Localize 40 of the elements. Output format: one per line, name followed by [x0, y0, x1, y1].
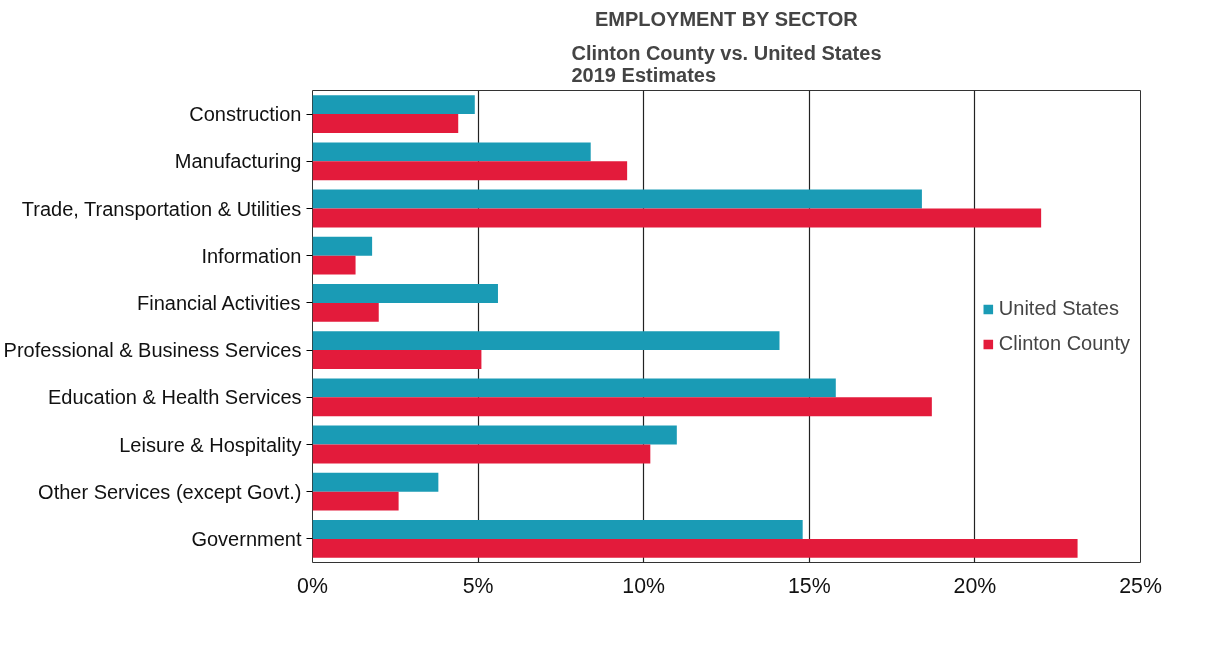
y-tick-label: Financial Activities [137, 291, 301, 314]
bar [312, 378, 836, 398]
bar [312, 538, 1078, 558]
bar [312, 284, 498, 303]
legend-label: United States [998, 297, 1119, 320]
bar [312, 189, 922, 209]
bar [312, 161, 628, 181]
y-tick-label: Professional & Business Services [3, 339, 302, 362]
x-tick-label: 0% [297, 573, 328, 598]
x-tick-label: 5% [462, 573, 494, 598]
y-tick-label: Construction [189, 103, 302, 126]
bar [312, 444, 651, 464]
y-tick-label: Other Services (except Govt.) [38, 480, 302, 503]
x-tick-label: 20% [953, 573, 997, 598]
bar [312, 142, 591, 162]
y-tick-label: Trade, Transportation & Utilities [21, 197, 302, 220]
bar [312, 425, 677, 445]
bar [312, 331, 780, 351]
x-tick-label: 15% [787, 573, 831, 598]
bar [312, 350, 482, 369]
chart-title: EMPLOYMENT BY SECTOR [595, 7, 859, 30]
y-tick-label: Education & Health Services [48, 386, 302, 409]
bar [312, 208, 1042, 228]
y-tick-label: Manufacturing [174, 150, 302, 173]
bar [312, 95, 475, 115]
y-tick-label: Government [191, 527, 302, 550]
bar [312, 472, 439, 492]
bar [312, 397, 932, 417]
legend-label: Clinton County [998, 332, 1130, 355]
bar [312, 520, 803, 539]
bar [312, 236, 373, 256]
bar [312, 114, 459, 133]
bar [312, 491, 399, 511]
bar [312, 255, 356, 275]
y-tick-label: Information [201, 244, 302, 267]
x-tick-label: 25% [1119, 573, 1162, 598]
y-tick-label: Leisure & Hospitality [119, 433, 302, 456]
bar [312, 302, 379, 322]
chart-subtitle: Clinton County vs. United States 2019 Estimates [571, 41, 882, 86]
x-tick-label: 10% [622, 573, 666, 598]
